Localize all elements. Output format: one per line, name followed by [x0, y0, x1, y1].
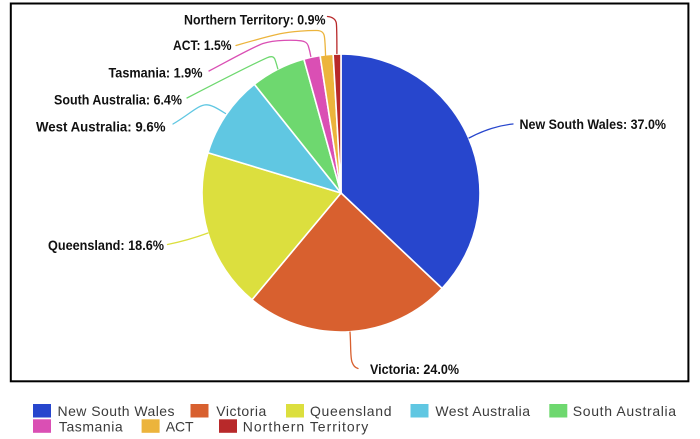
- svg-text:Queensland: 18.6%: Queensland: 18.6%: [48, 237, 164, 253]
- svg-text:West Australia: West Australia: [435, 403, 530, 419]
- svg-text:Queensland: Queensland: [310, 403, 392, 419]
- svg-text:Victoria: 24.0%: Victoria: 24.0%: [370, 361, 459, 377]
- svg-text:South Australia: 6.4%: South Australia: 6.4%: [54, 91, 182, 107]
- svg-text:ACT: 1.5%: ACT: 1.5%: [173, 37, 232, 53]
- svg-text:West Australia: 9.6%: West Australia: 9.6%: [36, 118, 166, 134]
- svg-text:South Australia: South Australia: [573, 403, 677, 419]
- svg-text:New South Wales: New South Wales: [58, 403, 175, 419]
- svg-text:Victoria: Victoria: [216, 403, 266, 419]
- svg-text:New South Wales: 37.0%: New South Wales: 37.0%: [520, 116, 667, 132]
- svg-text:ACT: ACT: [166, 419, 194, 435]
- svg-text:Tasmania: Tasmania: [59, 419, 123, 435]
- svg-text:Northern Territory: 0.9%: Northern Territory: 0.9%: [184, 11, 326, 27]
- svg-text:Tasmania: 1.9%: Tasmania: 1.9%: [109, 64, 203, 80]
- svg-text:Northern Territory: Northern Territory: [243, 419, 368, 435]
